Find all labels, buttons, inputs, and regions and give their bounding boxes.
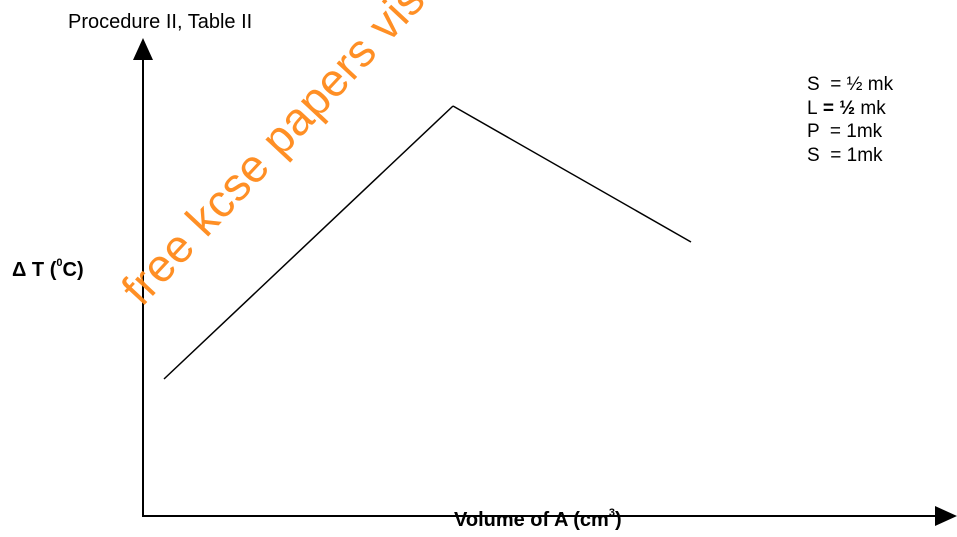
y-axis-arrowhead xyxy=(133,38,153,60)
mark-suffix: mk xyxy=(855,97,886,119)
marking-scheme-row: S = 1mk xyxy=(807,146,893,170)
x-axis-label-end: ) xyxy=(614,509,622,531)
mark-value: 1mk xyxy=(846,121,883,142)
marking-scheme-row: P = 1mk xyxy=(807,122,893,146)
mark-letter: L xyxy=(807,97,818,119)
marking-scheme-row: S = ½ mk xyxy=(807,75,893,99)
mark-separator: = xyxy=(817,97,840,119)
mark-value: ½ xyxy=(839,97,856,119)
y-axis-label: Δ T (0C) xyxy=(12,257,84,281)
marking-scheme-row: L = ½ mk xyxy=(807,99,893,123)
mark-separator: = xyxy=(819,144,847,166)
falling-line xyxy=(452,105,692,243)
x-axis-arrowhead xyxy=(935,506,957,526)
mark-separator: = xyxy=(819,121,847,142)
y-axis-label-superscript: 0 xyxy=(56,257,63,269)
graph-title: Procedure II, Table II xyxy=(68,11,253,33)
mark-value: 1mk xyxy=(846,144,883,166)
x-axis-label: Volume of A (cm3) xyxy=(454,507,622,531)
y-axis-label-end: C) xyxy=(62,259,84,281)
y-axis-label-text: Δ T ( xyxy=(12,259,57,281)
mark-letter: S xyxy=(807,74,820,95)
mark-letter: P xyxy=(807,121,820,142)
mark-value: ½ mk xyxy=(846,74,894,95)
x-axis-label-text: Volume of A (cm xyxy=(454,509,609,531)
rising-line xyxy=(163,105,454,380)
mark-letter: S xyxy=(807,144,820,166)
mark-separator: = xyxy=(819,74,847,95)
marking-scheme: S = ½ mk L = ½ mk P = 1mk S = 1mk xyxy=(807,75,893,169)
x-axis-label-superscript: 3 xyxy=(608,507,615,519)
